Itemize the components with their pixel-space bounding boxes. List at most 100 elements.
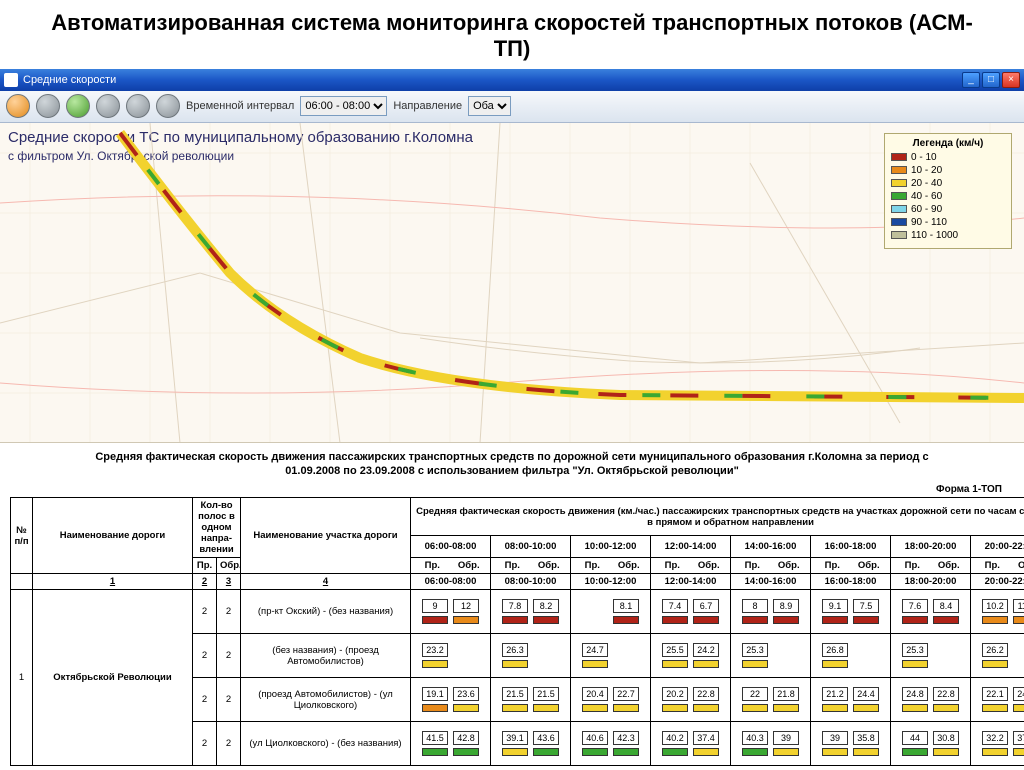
th-road: Наименование дороги bbox=[33, 498, 193, 574]
direction-label: Направление bbox=[393, 100, 462, 112]
speed-bar bbox=[693, 704, 719, 712]
cell-speed: 21.224.4 bbox=[811, 678, 891, 722]
speed-bar bbox=[693, 660, 719, 668]
speed-value: 9 bbox=[422, 599, 448, 613]
th-speed-hdr: Средняя фактическая скорость движения (к… bbox=[411, 498, 1024, 536]
speed-bar bbox=[773, 704, 799, 712]
speed-value: 9.1 bbox=[822, 599, 848, 613]
legend-swatch bbox=[891, 218, 907, 226]
legend-row: 90 - 110 bbox=[891, 216, 1005, 229]
toolbar: Временной интервал 06:00 - 08:00 Направл… bbox=[0, 91, 1024, 123]
speed-value: 8.4 bbox=[933, 599, 959, 613]
speed-bar bbox=[742, 660, 768, 668]
maximize-button[interactable]: □ bbox=[982, 72, 1000, 88]
cell-segment: (ул Циолковского) - (без названия) bbox=[241, 722, 411, 766]
cell-speed: 19.1 23.6 bbox=[411, 678, 491, 722]
speed-bar bbox=[982, 616, 1008, 624]
speed-value: 26.3 bbox=[502, 643, 528, 657]
th-time: 18:00-20:00 bbox=[891, 535, 971, 557]
home-icon[interactable] bbox=[6, 94, 30, 118]
th-prob: Пр.Обр. bbox=[731, 558, 811, 574]
speed-value: 30.8 bbox=[933, 731, 959, 745]
window-titlebar: Средние скорости _ □ × bbox=[0, 69, 1024, 91]
th-no: № п/п bbox=[11, 498, 33, 574]
cell-speed: 7.88.2 bbox=[491, 590, 571, 634]
cell-lanes-ob: 2 bbox=[217, 722, 241, 766]
legend-swatch bbox=[891, 231, 907, 239]
th-time-idx: 06:00-08:00 bbox=[411, 574, 491, 590]
print-icon[interactable] bbox=[36, 94, 60, 118]
map-pane[interactable]: Средние скорости ТС по муниципальному об… bbox=[0, 123, 1024, 443]
speed-bar bbox=[822, 704, 848, 712]
window-title: Средние скорости bbox=[23, 74, 116, 86]
speed-bar bbox=[742, 616, 768, 624]
speed-value: 39 bbox=[773, 731, 799, 745]
interval-label: Временной интервал bbox=[186, 100, 294, 112]
legend-title: Легенда (км/ч) bbox=[891, 138, 1005, 149]
speed-bar bbox=[822, 748, 848, 756]
zoom-out-icon[interactable] bbox=[126, 94, 150, 118]
zoom-in-icon[interactable] bbox=[96, 94, 120, 118]
speed-value: 24.2 bbox=[693, 643, 719, 657]
speed-bar bbox=[422, 704, 448, 712]
th-time: 08:00-10:00 bbox=[491, 535, 571, 557]
speed-bar bbox=[982, 704, 1008, 712]
speed-bar bbox=[773, 616, 799, 624]
idx-3: 3 bbox=[217, 574, 241, 590]
speed-value: 19.1 bbox=[422, 687, 448, 701]
cell-lanes-pr: 2 bbox=[193, 722, 217, 766]
speed-bar bbox=[742, 704, 768, 712]
speed-bar bbox=[502, 704, 528, 712]
speed-bar bbox=[822, 616, 848, 624]
cell-road-name: Октябрьской Революции bbox=[33, 590, 193, 766]
speed-bar bbox=[662, 704, 688, 712]
map-roads bbox=[0, 123, 1024, 443]
legend-row: 20 - 40 bbox=[891, 177, 1005, 190]
speed-bar bbox=[613, 616, 639, 624]
speed-bar bbox=[773, 748, 799, 756]
cell-speed: 26.3 bbox=[491, 634, 571, 678]
cell-speed: 25.524.2 bbox=[651, 634, 731, 678]
speed-bar bbox=[502, 660, 528, 668]
legend-row: 0 - 10 bbox=[891, 151, 1005, 164]
speed-value: 22.7 bbox=[613, 687, 639, 701]
close-button[interactable]: × bbox=[1002, 72, 1020, 88]
speed-value: 42.8 bbox=[453, 731, 479, 745]
speed-bar bbox=[533, 704, 559, 712]
speed-bar bbox=[533, 748, 559, 756]
cell-speed: 39.1 43.6 bbox=[491, 722, 571, 766]
speed-value: 23.6 bbox=[453, 687, 479, 701]
th-prob: Пр.Обр. bbox=[811, 558, 891, 574]
legend-row: 110 - 1000 bbox=[891, 229, 1005, 242]
th-time-idx: 18:00-20:00 bbox=[891, 574, 971, 590]
speed-value: 8.2 bbox=[533, 599, 559, 613]
th-prob: Пр.Обр. bbox=[651, 558, 731, 574]
pan-icon[interactable] bbox=[156, 94, 180, 118]
speed-value: 20.4 bbox=[582, 687, 608, 701]
interval-select[interactable]: 06:00 - 08:00 bbox=[300, 96, 387, 116]
legend-label: 10 - 20 bbox=[911, 164, 942, 177]
legend-swatch bbox=[891, 192, 907, 200]
speed-bar bbox=[582, 660, 608, 668]
speed-bar bbox=[502, 748, 528, 756]
speed-value: 22.1 bbox=[982, 687, 1008, 701]
speed-bar bbox=[422, 616, 448, 624]
report-table: № п/п Наименование дороги Кол-во полос в… bbox=[10, 497, 1024, 766]
idx-1: 1 bbox=[33, 574, 193, 590]
cell-speed: 22.124.8 bbox=[971, 678, 1024, 722]
minimize-button[interactable]: _ bbox=[962, 72, 980, 88]
th-prob: Пр.Обр. bbox=[891, 558, 971, 574]
speed-value: 43.6 bbox=[533, 731, 559, 745]
legend-label: 40 - 60 bbox=[911, 190, 942, 203]
speed-value: 39.1 bbox=[502, 731, 528, 745]
legend-label: 90 - 110 bbox=[911, 216, 947, 229]
speed-bar bbox=[853, 704, 879, 712]
idx-4: 4 bbox=[241, 574, 411, 590]
refresh-icon[interactable] bbox=[66, 94, 90, 118]
legend-swatch bbox=[891, 166, 907, 174]
map-subtitle: с фильтром Ул. Октябрьской революции bbox=[8, 149, 234, 163]
speed-value: 37.4 bbox=[693, 731, 719, 745]
th-prob: Пр.Обр. bbox=[411, 558, 491, 574]
speed-bar bbox=[1013, 704, 1024, 712]
direction-select[interactable]: Оба bbox=[468, 96, 511, 116]
